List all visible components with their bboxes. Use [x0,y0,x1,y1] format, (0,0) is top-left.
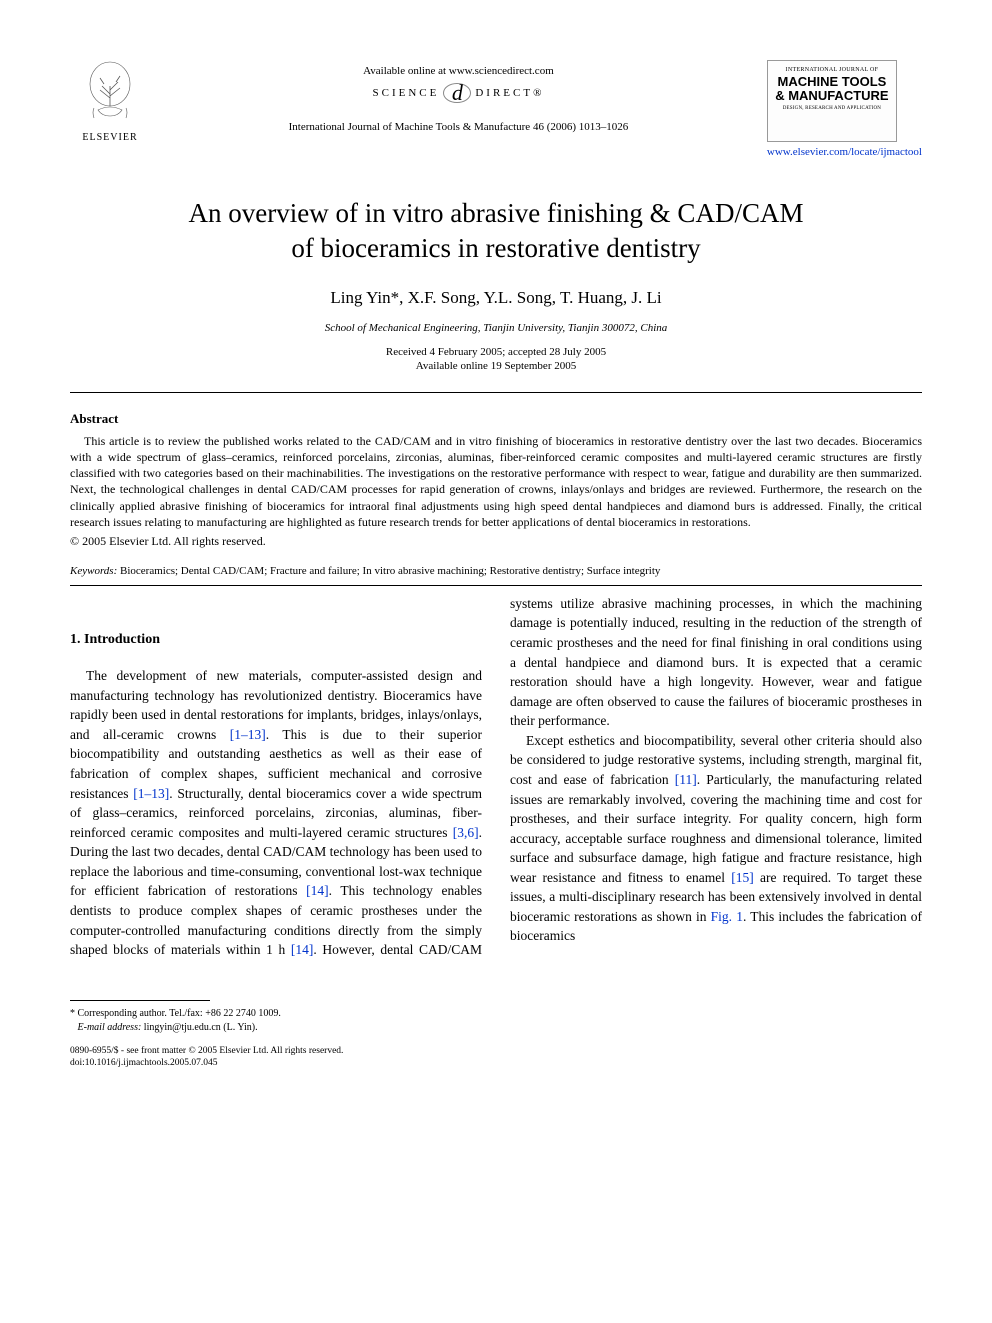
title-line1: An overview of in vitro abrasive finishi… [189,198,804,228]
keywords-label: Keywords: [70,565,117,577]
reference-link[interactable]: [1–13] [133,786,169,801]
divider-bottom [70,585,922,586]
body-paragraph-2: Except esthetics and biocompatibility, s… [510,731,922,946]
copyright-text: © 2005 Elsevier Ltd. All rights reserved… [70,534,922,549]
divider-top [70,392,922,393]
science-label: SCIENCE [373,87,440,99]
email-line: E-mail address: lingyin@tju.edu.cn (L. Y… [70,1021,922,1035]
body-columns: 1. Introduction The development of new m… [70,594,922,960]
journal-box-wrapper: INTERNATIONAL JOURNAL OF MACHINE TOOLS &… [767,60,922,188]
journal-url-link[interactable]: www.elsevier.com/locate/ijmactool [767,146,922,158]
received-accepted-dates: Received 4 February 2005; accepted 28 Ju… [70,346,922,358]
doi-text: doi:10.1016/j.ijmachtools.2005.07.045 [70,1057,922,1069]
corresponding-author: * Corresponding author. Tel./fax: +86 22… [70,1007,922,1021]
abstract-text: This article is to review the published … [70,433,922,530]
footnote-separator [70,1000,210,1001]
elsevier-label: ELSEVIER [82,132,137,143]
email-address: lingyin@tju.edu.cn (L. Yin). [141,1022,257,1033]
available-online-text: Available online at www.sciencedirect.co… [150,65,767,77]
keywords: Keywords: Bioceramics; Dental CAD/CAM; F… [70,565,922,577]
elsevier-logo: ELSEVIER [70,60,150,143]
affiliation: School of Mechanical Engineering, Tianji… [70,322,922,334]
page-header: ELSEVIER Available online at www.science… [70,60,922,188]
authors: Ling Yin*, X.F. Song, Y.L. Song, T. Huan… [70,288,922,308]
footnotes: * Corresponding author. Tel./fax: +86 22… [70,1007,922,1035]
title-line2: of bioceramics in restorative dentistry [291,233,700,263]
reference-link[interactable]: [3,6] [453,825,479,840]
journal-subtitle: DESIGN, RESEARCH AND APPLICATION [774,106,890,111]
journal-cover-box: INTERNATIONAL JOURNAL OF MACHINE TOOLS &… [767,60,897,142]
reference-link[interactable]: [15] [731,870,754,885]
available-online-date: Available online 19 September 2005 [70,360,922,372]
reference-link[interactable]: [11] [675,772,697,787]
email-label: E-mail address: [78,1022,142,1033]
citation-text: International Journal of Machine Tools &… [150,121,767,133]
direct-label: DIRECT® [475,87,544,99]
center-header: Available online at www.sciencedirect.co… [150,60,767,133]
body-text: . Particularly, the manufacturing relate… [510,772,922,885]
journal-intl-label: INTERNATIONAL JOURNAL OF [774,67,890,73]
front-matter-text: 0890-6955/$ - see front matter © 2005 El… [70,1045,922,1057]
figure-link[interactable]: Fig. 1 [711,909,743,924]
journal-title-line1: MACHINE TOOLS [774,75,890,89]
reference-link[interactable]: [14] [291,942,314,957]
keywords-text: Bioceramics; Dental CAD/CAM; Fracture an… [117,565,660,577]
journal-title-line2: & MANUFACTURE [774,89,890,103]
article-title: An overview of in vitro abrasive finishi… [70,196,922,266]
reference-link[interactable]: [1–13] [230,727,266,742]
doi-block: 0890-6955/$ - see front matter © 2005 El… [70,1045,922,1070]
sciencedirect-logo: SCIENCE d DIRECT® [150,83,767,103]
elsevier-tree-icon [80,60,140,130]
reference-link[interactable]: [14] [306,883,329,898]
abstract-heading: Abstract [70,411,922,427]
at-icon: d [443,83,471,103]
section-1-heading: 1. Introduction [70,630,482,650]
